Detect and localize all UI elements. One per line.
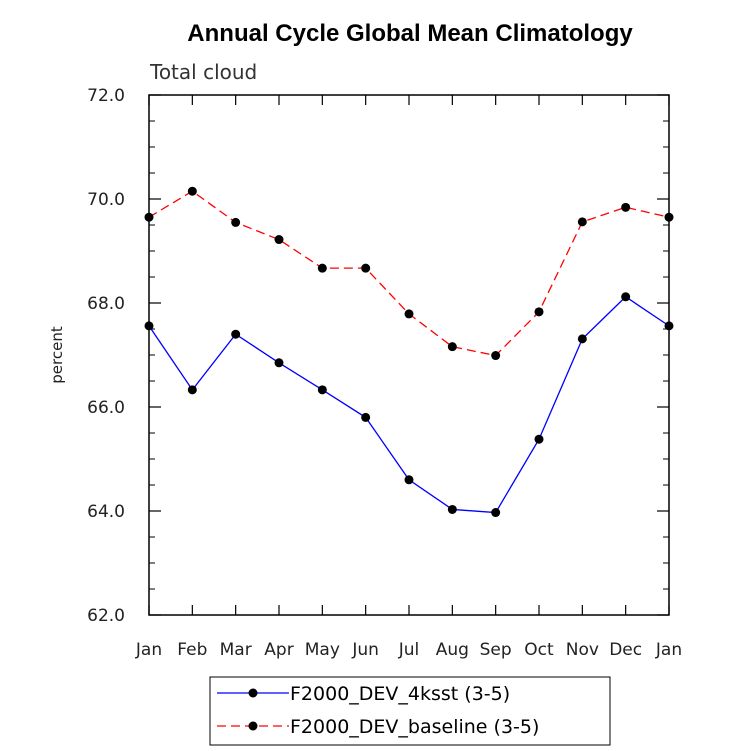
y-tick-labels: 62.0 64.0 66.0 68.0 70.0 72.0 — [87, 86, 125, 626]
series-1-point — [317, 385, 327, 395]
x-tick-label: Oct — [524, 640, 554, 660]
series-group — [144, 186, 674, 518]
series-2-point — [317, 263, 327, 273]
series-2-point — [144, 212, 154, 222]
series-1-point — [187, 385, 197, 395]
axis-ticks — [148, 94, 670, 616]
series-2-point — [534, 307, 544, 317]
series-2-point — [577, 217, 587, 227]
series-1-point — [664, 321, 674, 331]
x-tick-label: Sep — [480, 640, 512, 660]
y-tick-label: 68.0 — [87, 294, 125, 314]
legend-label-1: F2000_DEV_4ksst (3-5) — [290, 683, 510, 705]
y-axis-label: percent — [48, 326, 66, 384]
x-tick-labels: Jan Feb Mar Apr May Jun Jul Aug Sep Oct Nov Dec Jan — [135, 640, 682, 660]
series-2-point — [187, 186, 197, 196]
series-1-point — [231, 329, 241, 339]
y-tick-label: 70.0 — [87, 190, 125, 210]
x-tick-label: Aug — [436, 640, 469, 660]
x-tick-label: Jun — [351, 640, 379, 660]
x-tick-label: Feb — [177, 640, 207, 660]
legend-label-2: F2000_DEV_baseline (3-5) — [290, 716, 539, 738]
series-1-point — [621, 292, 631, 302]
x-tick-label: Apr — [264, 640, 293, 660]
series-1-point — [491, 508, 501, 518]
x-tick-label: Jul — [398, 640, 420, 660]
y-tick-label: 62.0 — [87, 606, 125, 626]
series-2-point — [361, 263, 371, 273]
legend: F2000_DEV_4ksst (3-5) F2000_DEV_baseline … — [209, 676, 611, 746]
legend-box — [209, 676, 611, 746]
series-2-point — [231, 217, 241, 227]
x-tick-label: May — [305, 640, 340, 660]
x-tick-label: Jan — [655, 640, 682, 660]
x-tick-label: Jan — [135, 640, 162, 660]
series-2-point — [447, 342, 457, 352]
series-2-point — [621, 202, 631, 212]
series-2-point — [664, 212, 674, 222]
x-tick-label: Nov — [566, 640, 599, 660]
series-1-point — [274, 358, 284, 368]
series-1-point — [361, 412, 371, 422]
x-tick-label: Dec — [609, 640, 642, 660]
series-2-point — [274, 235, 284, 245]
chart-title: Annual Cycle Global Mean Climatology — [187, 20, 633, 47]
series-2-point — [491, 351, 501, 361]
y-tick-label: 64.0 — [87, 502, 125, 522]
legend-marker-2 — [248, 721, 258, 731]
series-1-point — [534, 434, 544, 444]
series-1-point — [404, 475, 414, 485]
series-1-point — [144, 321, 154, 331]
plot-frame — [148, 94, 670, 616]
chart-subtitle: Total cloud — [149, 60, 257, 84]
series-1-point — [447, 504, 457, 514]
y-tick-label: 66.0 — [87, 398, 125, 418]
series-2-point — [404, 309, 414, 319]
series-1-point — [577, 334, 587, 344]
x-tick-label: Mar — [220, 640, 252, 660]
y-tick-label: 72.0 — [87, 86, 125, 106]
legend-marker-1 — [248, 688, 258, 698]
